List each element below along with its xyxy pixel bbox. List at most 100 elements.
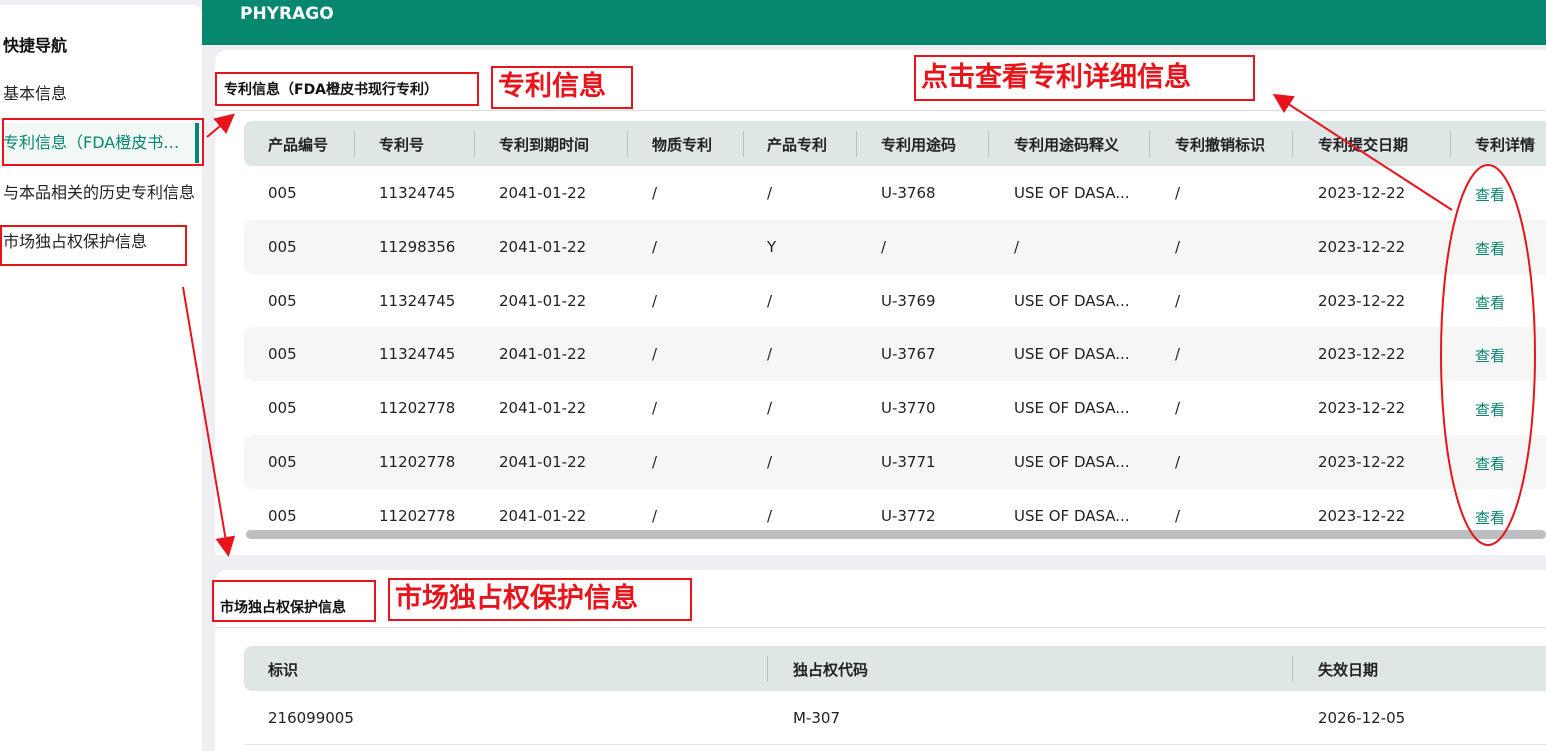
table-cell: 005 xyxy=(268,237,297,256)
table-row: 005 11324745 2041-01-22 / / U-3768 USE OF DASA… xyxy=(244,166,1546,220)
nav-item-patent-info[interactable]: 专利信息（FDA橙皮书现行专利） xyxy=(3,123,199,163)
table-cell: / xyxy=(1175,453,1181,471)
table-cell: / xyxy=(767,453,773,471)
annotation-exclusivity-label: 市场独占权保护信息 xyxy=(388,578,692,621)
column-separator[interactable] xyxy=(1292,131,1293,157)
table-cell: USE OF DASA... xyxy=(1014,184,1130,202)
view-detail-link[interactable]: 查看 xyxy=(1475,239,1506,258)
view-detail-link[interactable]: 查看 xyxy=(1475,186,1506,204)
column-header: 独占权代码 xyxy=(793,661,869,679)
table-cell: / xyxy=(652,506,658,525)
table-cell: / xyxy=(881,237,887,256)
column-separator[interactable] xyxy=(988,131,989,157)
table-row: 005 11202778 2041-01-22 / / U-3770 USE OF DASA… xyxy=(244,381,1546,435)
view-detail-link[interactable]: 查看 xyxy=(1475,455,1506,473)
table-cell: U-3771 xyxy=(881,453,936,471)
view-detail-link[interactable]: 查看 xyxy=(1475,293,1506,312)
column-header: 物质专利 xyxy=(652,136,713,154)
table-cell: 005 xyxy=(268,345,297,364)
sidebar: 快捷导航 基本信息 专利信息（FDA橙皮书现行专利） 与本品相关的历史专利信息 … xyxy=(0,5,202,751)
table-cell: 2023-12-22 xyxy=(1318,506,1406,525)
column-separator[interactable] xyxy=(354,131,355,157)
table-cell: 2023-12-22 xyxy=(1318,184,1406,202)
table-cell: 005 xyxy=(268,291,297,310)
table-cell: U-3768 xyxy=(881,184,936,202)
annotation-box xyxy=(0,225,187,266)
annotation-box xyxy=(212,580,376,622)
table-cell: USE OF DASA... xyxy=(1014,291,1130,310)
table-cell: / xyxy=(1175,399,1181,418)
column-header: 专利用途码 xyxy=(881,136,957,154)
column-separator[interactable] xyxy=(627,131,628,157)
column-separator[interactable] xyxy=(1450,131,1451,157)
column-separator[interactable] xyxy=(474,131,475,157)
table-cell: M-307 xyxy=(793,709,840,727)
brand-logo: PHYRAGO xyxy=(240,4,334,24)
table-cell: 11202778 xyxy=(379,506,456,525)
annotation-patent-label: 专利信息 xyxy=(491,66,633,109)
table-cell: 2041-01-22 xyxy=(499,345,587,364)
column-separator[interactable] xyxy=(1149,131,1150,157)
table-row: 005 11202778 2041-01-22 / / U-3771 USE OF DASA… xyxy=(244,435,1546,489)
table-cell: Y xyxy=(767,237,777,256)
column-separator[interactable] xyxy=(856,131,857,157)
table-cell: 11202778 xyxy=(379,399,456,418)
column-header: 专利到期时间 xyxy=(499,136,590,154)
column-separator[interactable] xyxy=(743,131,744,157)
table-cell: USE OF DASA... xyxy=(1014,399,1130,418)
table-cell: 11324745 xyxy=(379,291,456,310)
view-detail-link[interactable]: 查看 xyxy=(1475,347,1506,366)
table-row: 005 11298356 2041-01-22 / Y / / / 2023-12-22 查看 xyxy=(244,219,1546,274)
table-cell: / xyxy=(652,291,658,310)
table-cell: / xyxy=(1175,184,1181,202)
column-separator[interactable] xyxy=(767,656,768,682)
table-cell: 005 xyxy=(268,453,297,471)
table-cell: / xyxy=(767,399,773,418)
table-cell: U-3769 xyxy=(881,291,936,310)
table-cell: / xyxy=(767,184,773,202)
table-cell: 2041-01-22 xyxy=(499,506,587,525)
divider xyxy=(215,627,1546,628)
column-header: 失效日期 xyxy=(1318,661,1379,679)
table-cell: 005 xyxy=(268,399,297,418)
table-cell: 2026-12-05 xyxy=(1318,709,1406,727)
nav-item-basic-info[interactable]: 基本信息 xyxy=(3,84,68,103)
table-cell: / xyxy=(767,506,773,525)
column-separator[interactable] xyxy=(1292,656,1293,682)
patent-section: 专利信息（FDA橙皮书现行专利） 产品编号 专利号 专利到期时间 物质专利 产品专利 专利… xyxy=(215,50,1546,555)
table-cell: / xyxy=(652,453,658,471)
patent-table-header: 产品编号 专利号 专利到期时间 物质专利 产品专利 专利用途码 专利用途码释义 专利撤销标识 专… xyxy=(244,121,1546,166)
nav-item-history-patents[interactable]: 与本品相关的历史专利信息 xyxy=(3,183,196,202)
nav-title: 快捷导航 xyxy=(3,36,68,55)
annotation-detail-label: 点击查看专利详细信息 xyxy=(914,55,1255,101)
column-header: 专利用途码释义 xyxy=(1014,136,1120,154)
table-cell: / xyxy=(767,291,773,310)
annotation-box xyxy=(215,72,479,106)
patent-section-title: 专利信息（FDA橙皮书现行专利） xyxy=(224,82,439,98)
table-cell: USE OF DASA... xyxy=(1014,506,1130,525)
view-detail-link[interactable]: 查看 xyxy=(1475,508,1506,527)
column-header: 专利号 xyxy=(379,136,425,154)
table-cell: 11324745 xyxy=(379,184,456,202)
exclusivity-section-title: 市场独占权保护信息 xyxy=(220,600,346,616)
table-cell: 2041-01-22 xyxy=(499,399,587,418)
table-cell: / xyxy=(652,184,658,202)
view-detail-link[interactable]: 查看 xyxy=(1475,401,1506,420)
horizontal-scrollbar[interactable] xyxy=(246,530,1546,539)
table-cell: 11202778 xyxy=(379,453,456,471)
column-header: 专利详情 xyxy=(1475,136,1536,154)
table-cell: 216099005 xyxy=(268,709,354,727)
table-cell: 11324745 xyxy=(379,345,456,364)
table-row: 216099005 M-307 2026-12-05 xyxy=(244,691,1546,745)
table-cell: 2023-12-22 xyxy=(1318,453,1406,471)
table-cell: 2023-12-22 xyxy=(1318,399,1406,418)
table-cell: / xyxy=(1014,237,1020,256)
table-row: 005 11324745 2041-01-22 / / U-3769 USE OF DASA… xyxy=(244,274,1546,328)
table-cell: / xyxy=(652,345,658,364)
table-cell: / xyxy=(1175,291,1181,310)
table-cell: 2023-12-22 xyxy=(1318,345,1406,364)
table-cell: 005 xyxy=(268,184,297,202)
annotation-box xyxy=(2,118,204,166)
table-cell: 2023-12-22 xyxy=(1318,237,1406,256)
table-cell: 2023-12-22 xyxy=(1318,291,1406,310)
